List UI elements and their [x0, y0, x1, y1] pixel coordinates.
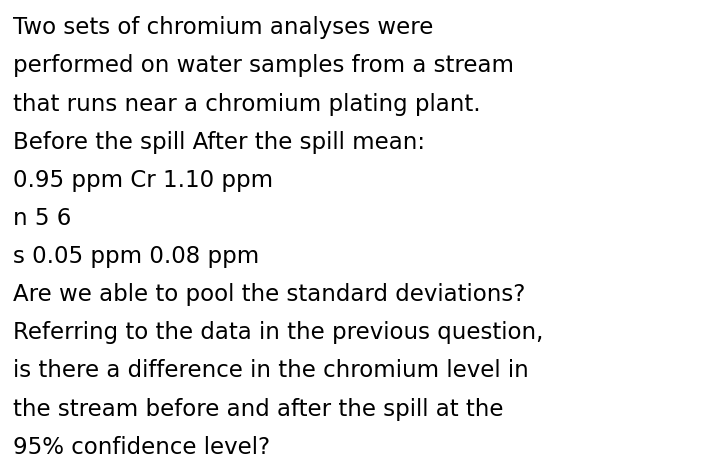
Text: that runs near a chromium plating plant.: that runs near a chromium plating plant.	[13, 93, 480, 115]
Text: is there a difference in the chromium level in: is there a difference in the chromium le…	[13, 359, 528, 382]
Text: Referring to the data in the previous question,: Referring to the data in the previous qu…	[13, 321, 543, 344]
Text: Before the spill After the spill mean:: Before the spill After the spill mean:	[13, 131, 425, 153]
Text: performed on water samples from a stream: performed on water samples from a stream	[13, 54, 514, 77]
Text: n 5 6: n 5 6	[13, 207, 71, 230]
Text: the stream before and after the spill at the: the stream before and after the spill at…	[13, 398, 503, 420]
Text: s 0.05 ppm 0.08 ppm: s 0.05 ppm 0.08 ppm	[13, 245, 259, 268]
Text: Are we able to pool the standard deviations?: Are we able to pool the standard deviati…	[13, 283, 526, 306]
Text: 0.95 ppm Cr 1.10 ppm: 0.95 ppm Cr 1.10 ppm	[13, 169, 273, 192]
Text: Two sets of chromium analyses were: Two sets of chromium analyses were	[13, 16, 433, 39]
Text: 95% confidence level?: 95% confidence level?	[13, 436, 270, 458]
